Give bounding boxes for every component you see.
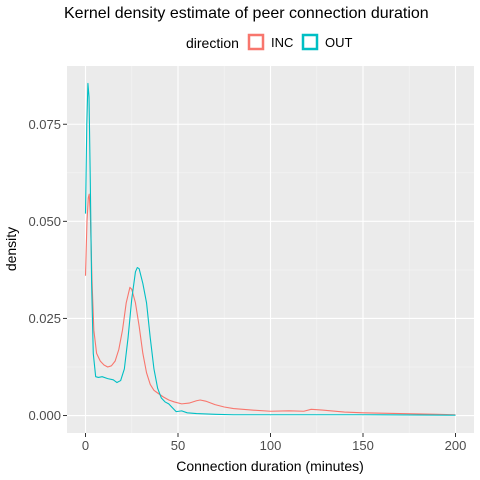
x-tick-label: 150 bbox=[352, 438, 374, 453]
x-axis-title: Connection duration (minutes) bbox=[176, 458, 364, 474]
y-tick-label: 0.075 bbox=[28, 117, 61, 132]
y-tick-label: 0.025 bbox=[28, 311, 61, 326]
legend-item-out: OUT bbox=[301, 33, 353, 51]
legend-item-inc: INC bbox=[247, 33, 293, 51]
density-line-out bbox=[84, 82, 456, 416]
legend: direction INC OUT bbox=[186, 33, 353, 51]
chart-title: Kernel density estimate of peer connecti… bbox=[64, 5, 429, 22]
x-tick-label: 0 bbox=[82, 438, 89, 453]
legend-key-inc bbox=[247, 33, 265, 51]
y-tick-label: 0.000 bbox=[28, 408, 61, 423]
x-tick-label: 100 bbox=[260, 438, 282, 453]
x-tick-label: 50 bbox=[171, 438, 185, 453]
x-axis: 0 50 100 150 200 bbox=[82, 433, 466, 453]
density-line-inc bbox=[84, 193, 456, 416]
legend-key-out bbox=[301, 33, 319, 51]
legend-label-inc: INC bbox=[271, 35, 293, 50]
grid-lines bbox=[67, 66, 474, 433]
legend-label-out: OUT bbox=[325, 35, 353, 50]
legend-title: direction bbox=[186, 35, 239, 51]
density-lines bbox=[84, 82, 456, 416]
y-axis-title: density bbox=[3, 227, 19, 271]
legend-items: INC OUT bbox=[247, 33, 353, 51]
x-tick-label: 200 bbox=[445, 438, 467, 453]
y-axis: 0.000 0.025 0.050 0.075 bbox=[28, 117, 67, 423]
y-tick-label: 0.050 bbox=[28, 214, 61, 229]
